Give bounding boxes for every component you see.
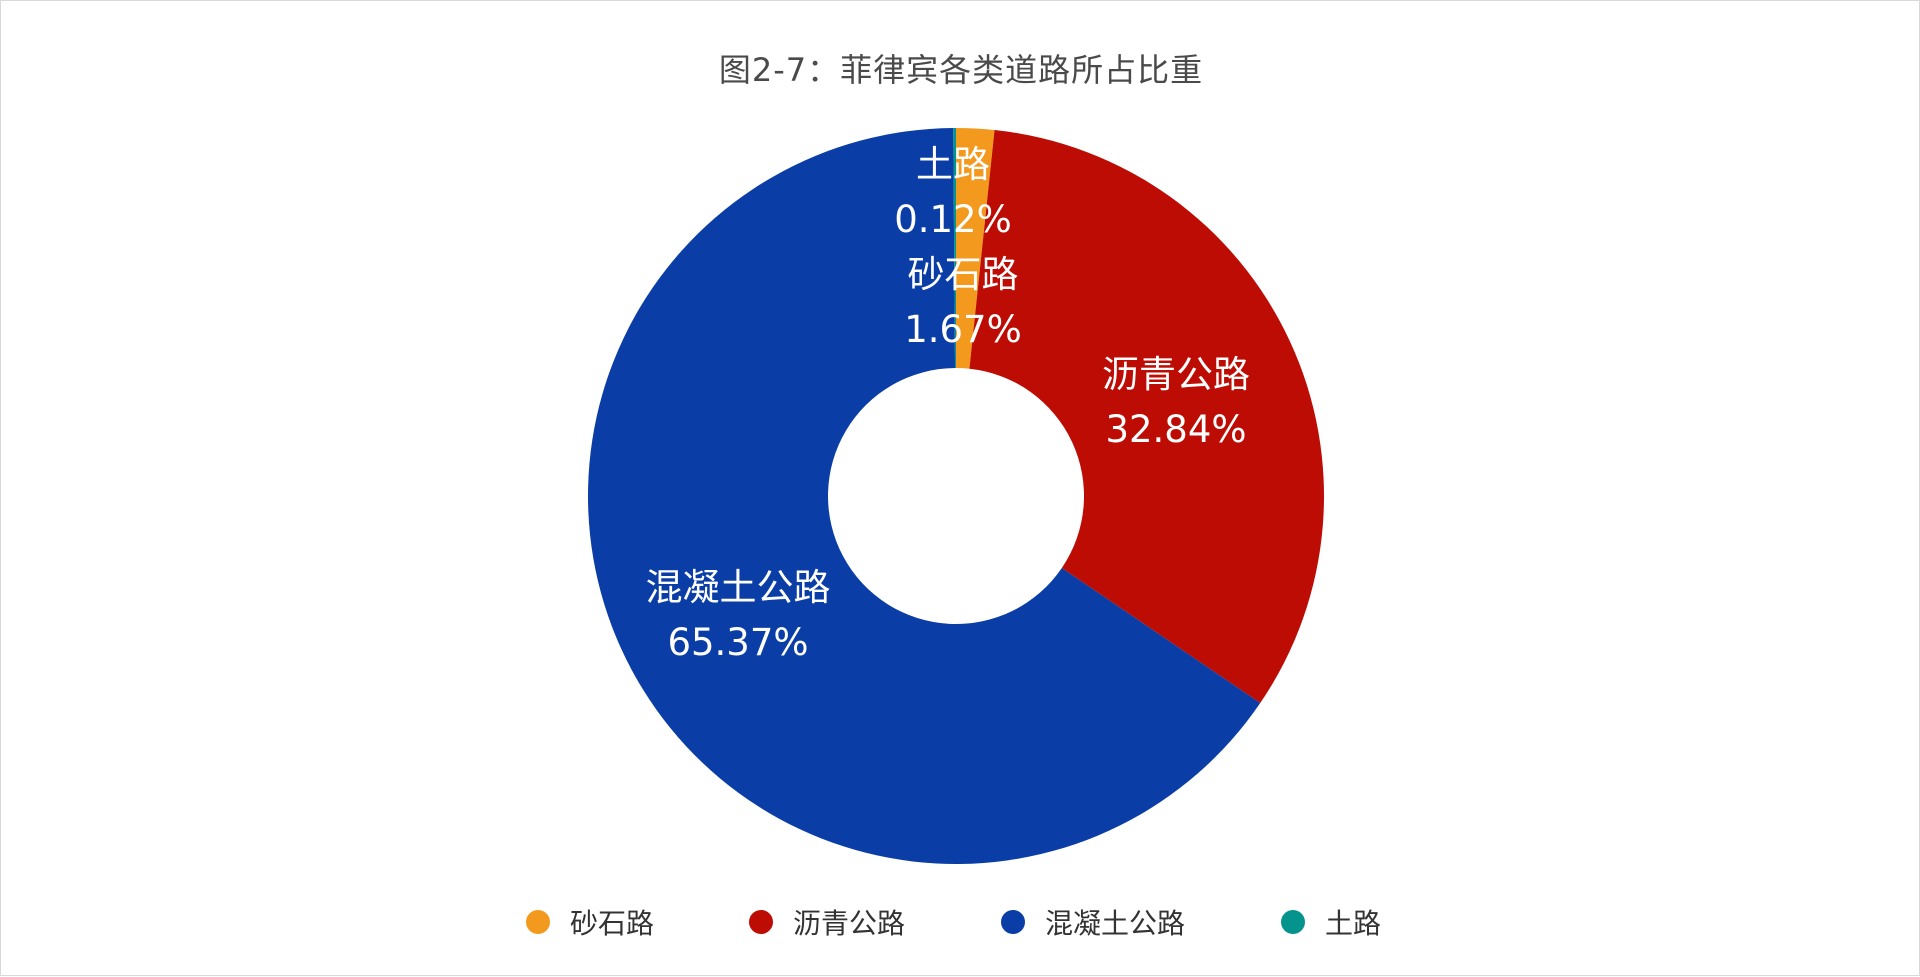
slice-label-dirt: 土路 [916,143,990,186]
legend-swatch-asphalt [749,910,773,934]
slice-asphalt[interactable] [969,130,1324,704]
slice-label-concrete: 混凝土公路 [646,566,831,609]
legend-swatch-dirt [1281,910,1305,934]
slice-dirt[interactable] [953,128,956,369]
slice-value-dirt: 0.12% [894,198,1012,241]
chart-title: 图2-7：菲律宾各类道路所占比重 [718,51,1204,89]
legend-label-concrete: 混凝土公路 [1045,907,1186,940]
legend-item-concrete[interactable]: 混凝土公路 [1001,897,1185,947]
legend-label-asphalt: 沥青公路 [793,907,906,940]
slice-value-concrete: 65.37% [667,621,808,664]
legend-item-dirt[interactable]: 土路 [1281,897,1381,947]
slice-label-gravel: 砂石路 [908,253,1019,296]
legend-item-asphalt[interactable]: 沥青公路 [749,897,905,947]
legend-label-dirt: 土路 [1325,907,1382,940]
slice-value-gravel: 1.67% [904,308,1022,351]
legend-label-gravel: 砂石路 [570,907,655,940]
slice-label-asphalt: 沥青公路 [1102,353,1250,396]
slice-concrete[interactable] [588,128,1261,864]
legend-item-gravel[interactable]: 砂石路 [526,897,654,947]
slice-gravel[interactable] [956,128,995,369]
chart-legend: 砂石路 沥青公路 混凝土公路 土路 [1,897,1920,947]
legend-swatch-gravel [526,910,550,934]
slice-value-asphalt: 32.84% [1105,408,1246,451]
legend-swatch-concrete [1001,910,1025,934]
